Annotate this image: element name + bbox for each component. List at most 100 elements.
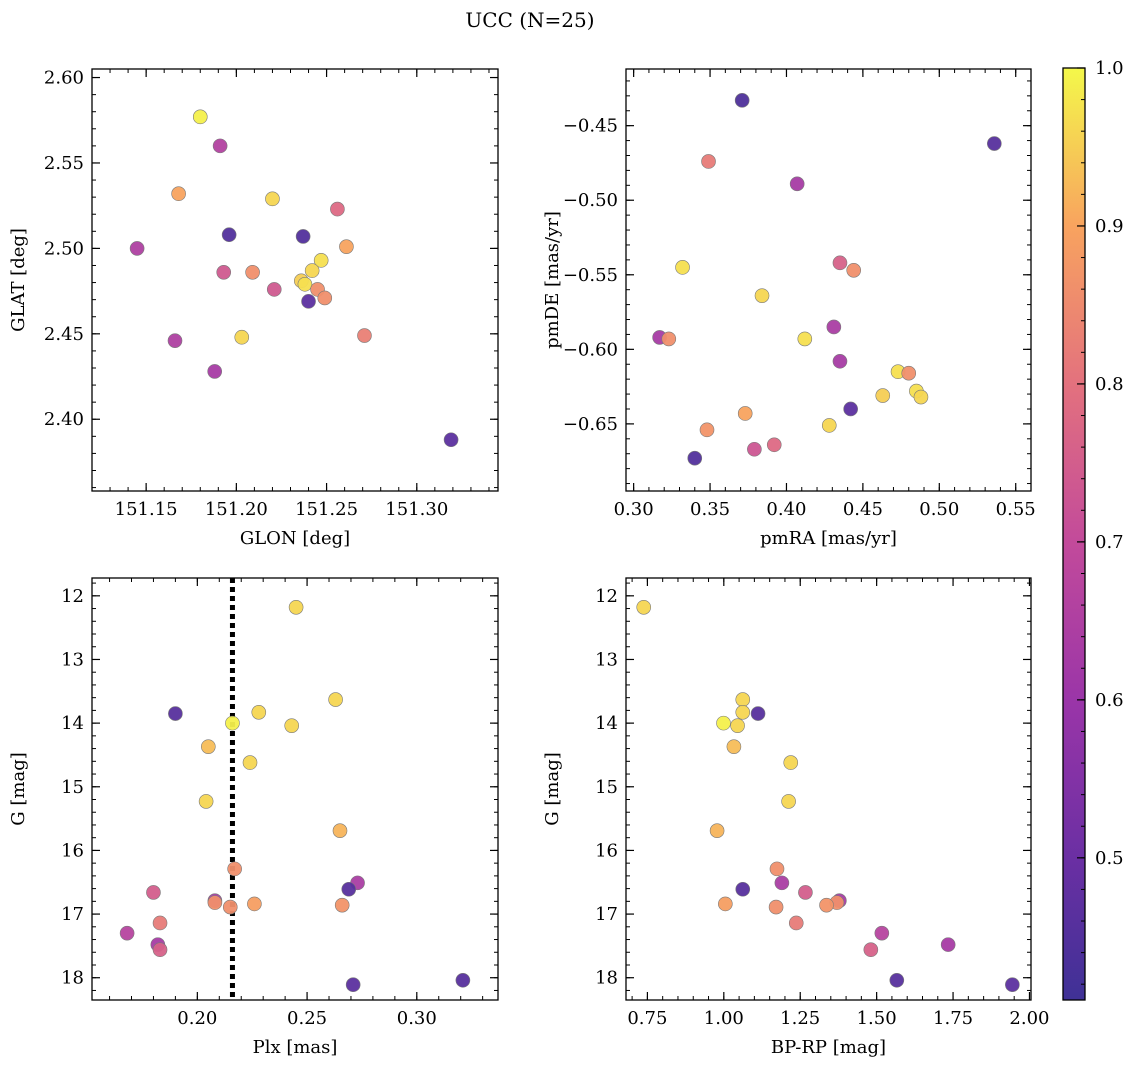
x-tick-label: 0.25: [287, 1008, 327, 1029]
y-tick-label: 13: [595, 649, 618, 670]
panel-1: 151.15 151.20 151.25 151.30 2.40 2.45 2.50 2.55…: [8, 68, 499, 549]
data-point: [737, 406, 753, 421]
x-tick-label: 0.20: [177, 1008, 217, 1029]
data-point: [709, 823, 725, 838]
data-point: [207, 895, 223, 910]
data-point: [821, 418, 837, 433]
axes-frame: [91, 577, 499, 1001]
x-tick-label: 151.30: [385, 499, 448, 520]
x-tick-label: 1.75: [933, 1008, 973, 1029]
axes-frame: [625, 68, 1032, 492]
data-point: [443, 432, 459, 448]
data-point: [675, 260, 690, 275]
data-point: [297, 276, 313, 292]
data-point: [198, 794, 214, 809]
data-point: [875, 388, 891, 403]
data-point: [889, 972, 905, 988]
colorbar: 0.5 0.6 0.7 0.8 0.9 1.0: [1062, 58, 1124, 1001]
data-point: [242, 755, 258, 770]
data-point: [774, 875, 790, 891]
axes-frame: [625, 577, 1032, 1001]
y-tick-label: 2.60: [44, 68, 84, 89]
data-point: [167, 333, 183, 348]
data-point: [701, 154, 716, 169]
y-tick-label: 14: [61, 713, 84, 734]
y-axis-label: GLAT [deg]: [8, 228, 29, 332]
data-point: [455, 972, 471, 988]
x-tick-label: 0.30: [397, 1008, 437, 1029]
data-point: [783, 755, 799, 770]
data-point: [265, 191, 280, 207]
data-point: [304, 263, 320, 278]
x-tick-label: 1.25: [780, 1008, 820, 1029]
y-tick-label: 2.40: [44, 409, 84, 430]
data-point: [987, 136, 1002, 151]
x-axis-label: Plx [mas]: [253, 1037, 338, 1058]
data-point: [747, 441, 762, 457]
data-point: [225, 715, 240, 731]
y-tick-label: −0.65: [563, 414, 618, 435]
data-point: [216, 265, 232, 280]
data-point: [863, 942, 879, 958]
x-tick-label: 1.00: [704, 1008, 744, 1029]
x-tick-label: 2.00: [1009, 1008, 1049, 1029]
scatter-panels: 151.15 151.20 151.25 151.302.402.452.502.55…: [8, 68, 1050, 1058]
data-point: [661, 331, 677, 347]
data-point: [734, 93, 750, 108]
data-point: [245, 265, 260, 280]
data-point: [129, 241, 145, 256]
data-point: [687, 450, 703, 466]
y-tick-label: 2.45: [44, 324, 84, 345]
data-point: [766, 437, 782, 453]
data-point: [212, 138, 228, 154]
y-tick-label: 17: [595, 904, 618, 925]
data-point: [313, 253, 329, 268]
data-point: [832, 255, 848, 271]
data-point: [339, 239, 354, 254]
data-point: [901, 365, 917, 381]
y-tick-label: −0.50: [563, 190, 618, 211]
data-point: [168, 706, 183, 721]
data-point: [119, 925, 135, 941]
y-axis-label: G [mag]: [542, 752, 563, 825]
data-point: [769, 861, 785, 877]
data-point: [341, 881, 357, 897]
data-point: [819, 897, 834, 913]
data-point: [288, 599, 304, 615]
data-point: [192, 109, 208, 125]
colorbar-tick-label: 0.5: [1095, 848, 1124, 869]
data-point: [330, 201, 345, 217]
colorbar-tick-label: 0.7: [1095, 532, 1124, 553]
colorbar-tick-label: 0.6: [1095, 690, 1124, 711]
data-point: [735, 705, 751, 720]
data-point: [221, 227, 237, 243]
y-tick-label: 14: [595, 713, 618, 734]
data-point: [832, 353, 848, 369]
data-point: [754, 288, 770, 303]
data-point: [768, 899, 784, 915]
x-tick-label: 151.15: [115, 499, 178, 520]
data-point: [201, 739, 216, 754]
data-point: [207, 364, 223, 379]
y-tick-label: 16: [61, 840, 84, 861]
colorbar-tick-label: 0.8: [1095, 374, 1124, 395]
x-tick-label: 0.55: [996, 499, 1036, 520]
y-axis-label: G [mag]: [8, 752, 29, 825]
y-tick-label: −0.45: [563, 116, 618, 137]
panel-3: 0.20 0.25 0.30 12 13 14 15 16 17 18 Plx [mas] G [ma…: [8, 577, 499, 1058]
y-tick-label: −0.60: [563, 339, 618, 360]
data-point: [797, 331, 813, 347]
x-tick-label: 0.50: [919, 499, 959, 520]
data-point: [718, 896, 733, 912]
x-tick-label: 151.25: [295, 499, 358, 520]
data-point: [222, 899, 238, 915]
figure-title: UCC (N=25): [465, 8, 594, 32]
data-point: [334, 897, 350, 913]
data-point: [1005, 977, 1020, 993]
axes-frame: [91, 68, 499, 492]
data-point: [301, 294, 316, 309]
data-point: [317, 290, 333, 306]
x-tick-label: 0.45: [843, 499, 883, 520]
data-point: [846, 263, 862, 278]
